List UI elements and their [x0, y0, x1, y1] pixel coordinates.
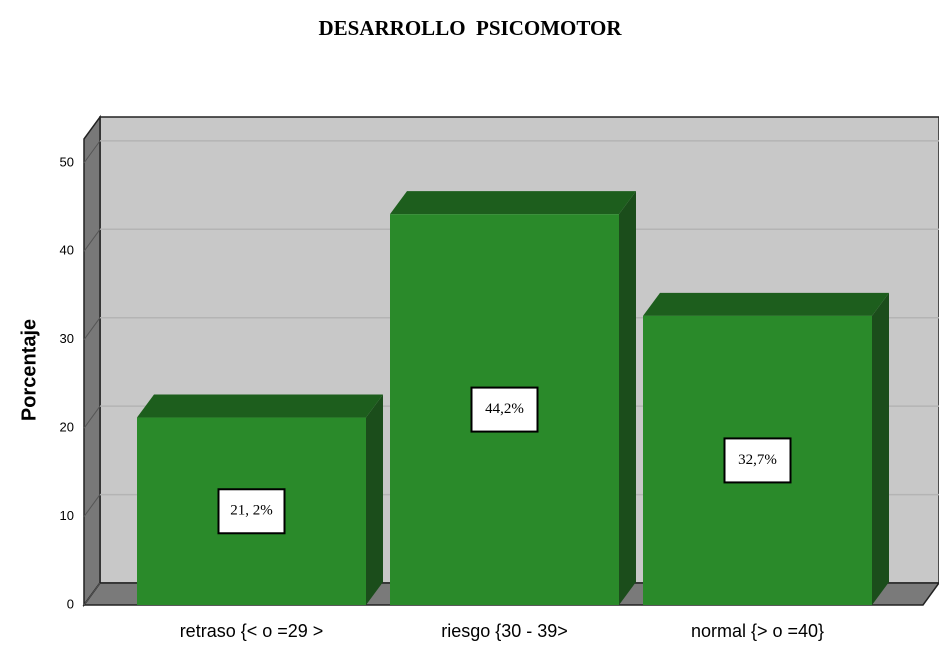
y-axis-label: Porcentaje — [18, 319, 40, 421]
y-tick — [83, 494, 101, 517]
chart-title: DESARROLLO PSICOMOTOR — [319, 16, 623, 40]
y-tick-label: 0 — [67, 596, 74, 611]
bar-side — [872, 292, 889, 605]
value-label-box — [723, 437, 792, 484]
bar-top — [137, 394, 383, 418]
value-label-box — [217, 488, 286, 535]
y-tick — [83, 229, 101, 252]
y-tick — [83, 405, 101, 429]
bar-top — [643, 292, 889, 316]
value-label: 32,7% — [738, 452, 777, 468]
y-tick — [83, 582, 101, 606]
x-tick-label: retraso {< o =29 > — [180, 621, 324, 641]
value-label-box — [470, 386, 539, 433]
value-label: 44,2% — [485, 401, 524, 417]
y-tick — [83, 317, 101, 341]
y-tick — [83, 140, 101, 164]
x-tick-label: riesgo {30 - 39> — [441, 621, 568, 641]
y-tick-label: 20 — [60, 420, 74, 435]
y-tick-label: 30 — [60, 331, 74, 346]
y-tick-label: 10 — [60, 508, 74, 523]
value-label: 21, 2% — [230, 503, 273, 519]
bar-side — [366, 394, 383, 605]
x-tick-label: normal {> o =40} — [691, 621, 824, 641]
bar-top — [390, 191, 636, 215]
left-wall — [83, 114, 101, 608]
bar-side — [619, 191, 636, 605]
y-tick-label: 50 — [60, 154, 74, 169]
y-tick-label: 40 — [60, 243, 74, 258]
